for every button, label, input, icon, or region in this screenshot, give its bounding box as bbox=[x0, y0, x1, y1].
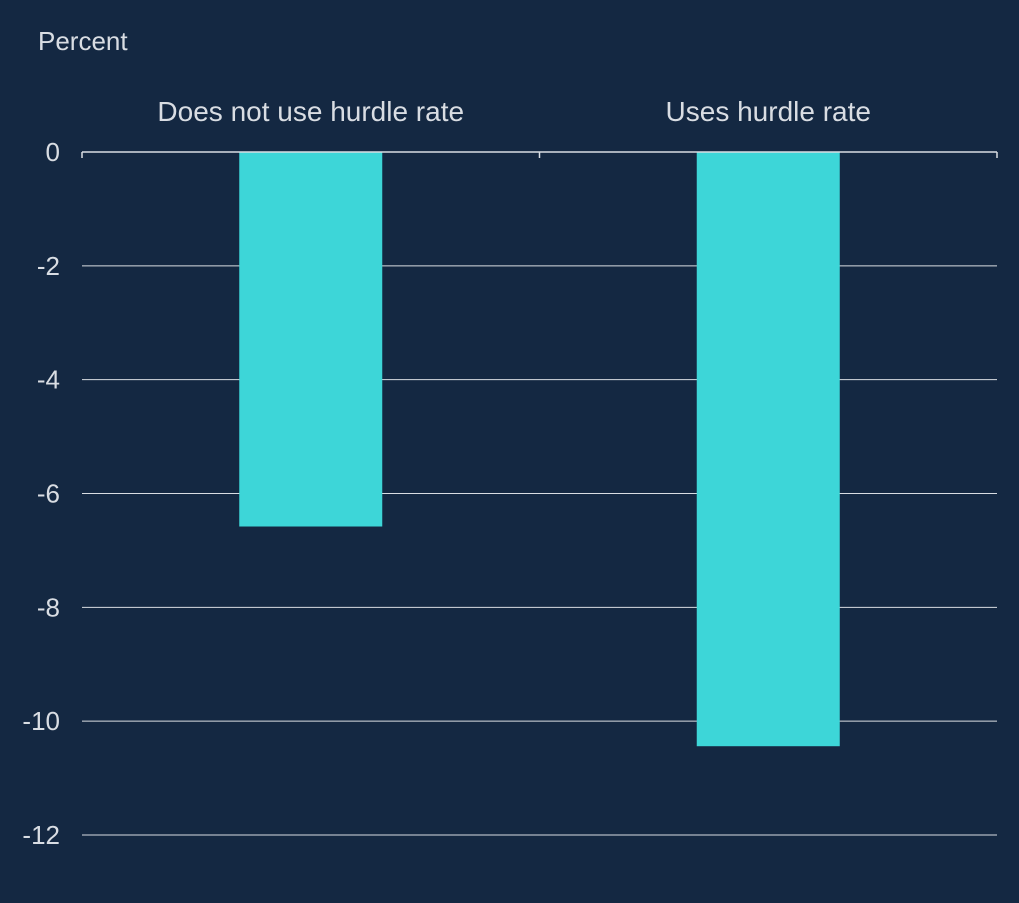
y-tick-label: -4 bbox=[37, 365, 60, 395]
y-tick-label: -12 bbox=[22, 820, 60, 850]
y-tick-label: -10 bbox=[22, 706, 60, 736]
bar bbox=[239, 152, 383, 527]
y-tick-label: 0 bbox=[46, 137, 60, 167]
bar bbox=[696, 152, 840, 747]
y-tick-label: -2 bbox=[37, 251, 60, 281]
y-axis-title: Percent bbox=[38, 26, 128, 56]
y-tick-label: -6 bbox=[37, 479, 60, 509]
category-label: Uses hurdle rate bbox=[666, 96, 871, 127]
gridlines bbox=[82, 265, 997, 836]
category-axis bbox=[81, 151, 998, 158]
axis-labels: 0 -2 -4 -6 -8 -10 -12 Does not use hurdle rate U… bbox=[22, 96, 871, 850]
bars bbox=[239, 152, 840, 747]
category-label: Does not use hurdle rate bbox=[157, 96, 464, 127]
y-tick-label: -8 bbox=[37, 592, 60, 622]
